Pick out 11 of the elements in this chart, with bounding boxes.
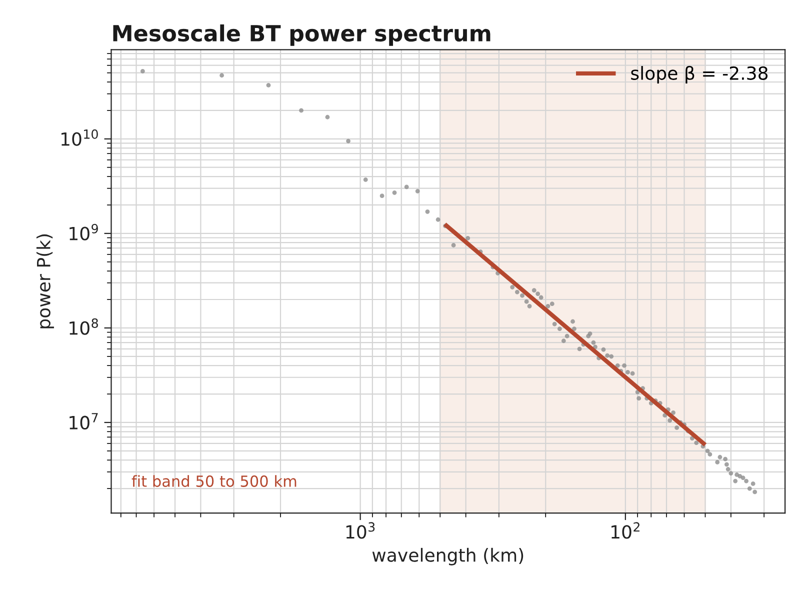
y-tick-label: 10$^{7}$ — [70, 413, 98, 430]
y-axis-title: power P(k) — [36, 234, 54, 328]
chart-title: Mesoscale BT power spectrum — [113, 24, 490, 46]
legend-label: slope β = -2.38 — [631, 66, 768, 84]
y-tick-label: 10$^{10}$ — [62, 129, 98, 146]
annotation: fit band 50 to 500 km — [132, 475, 296, 487]
x-axis-title: wavelength (km) — [372, 548, 524, 566]
x-tick-label: 10$^{2}$ — [612, 522, 640, 539]
y-tick-label: 10$^{8}$ — [70, 318, 98, 335]
x-tick-label: 10$^{3}$ — [346, 522, 375, 539]
y-tick-label: 10$^{9}$ — [70, 224, 98, 240]
